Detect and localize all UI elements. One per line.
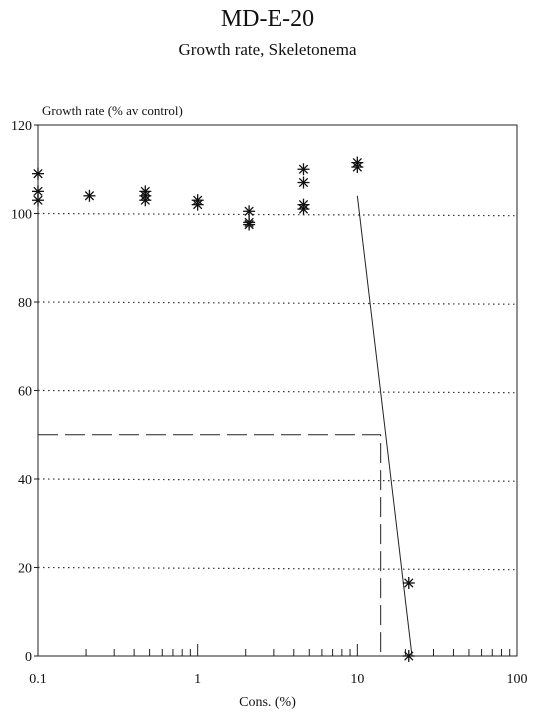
data-point [402, 576, 415, 589]
y-tick-label: 60 [18, 385, 32, 400]
fit-layer [38, 195, 413, 657]
y-tick-label: 0 [25, 650, 32, 665]
y-tick-label: 120 [11, 119, 32, 134]
reference-line-3 [37, 478, 518, 482]
reference-line-0 [37, 212, 518, 217]
x-tick-label: 10 [350, 672, 364, 687]
axis-ticks: 0 20 40 60 80 100 120 0.1 1 10 100 [11, 119, 528, 687]
data-point-stroke [298, 177, 309, 188]
data-point-stroke [352, 162, 362, 172]
y-axis-label: Growth rate (% av control) [42, 103, 183, 118]
data-point [243, 205, 256, 218]
ec50-marker-line [38, 434, 382, 656]
fit-line [356, 195, 413, 657]
data-point-stroke [84, 191, 95, 201]
y-tick-label: 80 [18, 296, 32, 311]
data-point [191, 198, 204, 211]
reference-line-1 [37, 301, 518, 305]
data-point [297, 176, 310, 189]
data-point-stroke [404, 578, 414, 588]
data-point [351, 161, 364, 174]
data-point-stroke [298, 164, 309, 174]
x-tick-label: 0.1 [29, 672, 47, 687]
data-point-stroke [33, 195, 43, 205]
data-point [243, 218, 256, 231]
y-tick-label: 40 [18, 473, 32, 488]
data-point-stroke [33, 186, 43, 197]
reference-line-2 [37, 389, 518, 394]
x-tick-label: 100 [507, 672, 528, 687]
plot-frame [37, 124, 518, 657]
y-tick-label: 100 [11, 208, 32, 223]
data-point [32, 167, 44, 180]
data-points [32, 156, 415, 662]
reference-lines [37, 212, 518, 571]
chart-title: MD-E-20 [220, 6, 315, 32]
y-tick-label: 20 [18, 562, 32, 577]
data-point [402, 650, 415, 662]
data-point-stroke [33, 169, 43, 179]
reference-line-4 [37, 566, 518, 571]
data-point [83, 189, 96, 202]
data-point-stroke [244, 219, 254, 230]
x-tick-label: 1 [194, 672, 201, 687]
data-point-stroke [298, 204, 309, 214]
data-point [139, 194, 152, 207]
data-point-stroke [193, 199, 203, 210]
x-axis-label: Cons. (%) [239, 695, 296, 710]
data-point-stroke [244, 206, 254, 216]
data-point [32, 194, 44, 207]
chart-subtitle: Growth rate, Skeletonema [178, 40, 357, 59]
data-point-stroke [404, 651, 414, 661]
data-point-stroke [140, 195, 150, 205]
data-point [297, 163, 310, 176]
data-point [297, 203, 310, 216]
